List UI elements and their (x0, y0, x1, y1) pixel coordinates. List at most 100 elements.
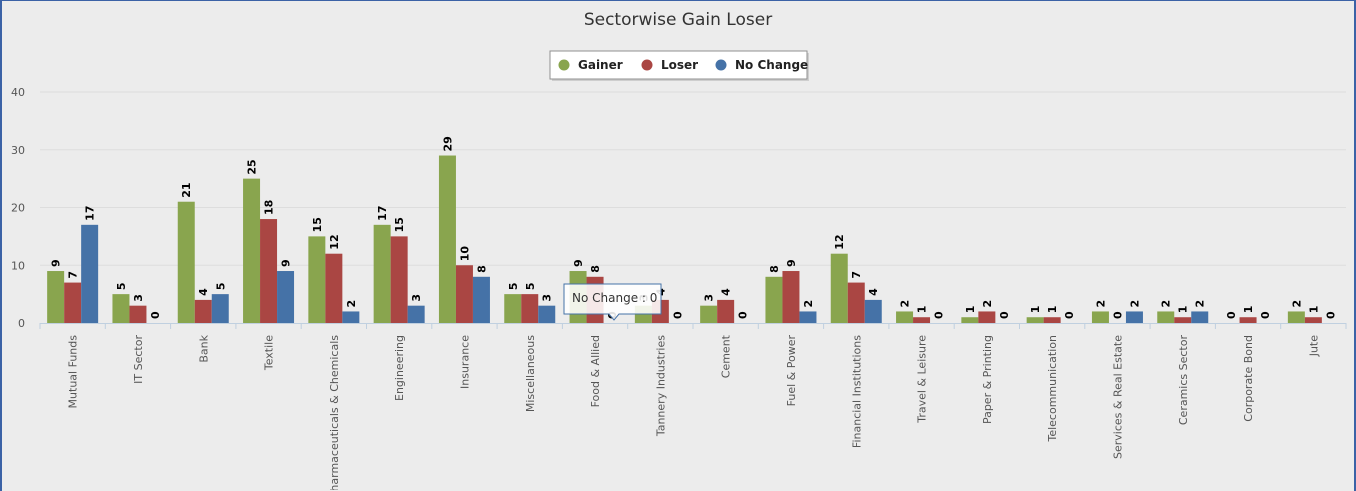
legend-marker (715, 59, 727, 71)
bar[interactable] (978, 311, 996, 323)
legend-item[interactable]: No Change (715, 58, 809, 72)
data-label: 0 (737, 311, 750, 319)
data-label: 29 (441, 136, 454, 151)
tooltip-text: No Change : 0 (572, 291, 657, 305)
x-tick-label: Travel & Leisure (916, 335, 929, 424)
bar[interactable] (1174, 317, 1192, 323)
bar[interactable] (847, 282, 865, 323)
data-label: 8 (768, 265, 781, 273)
bar[interactable] (700, 305, 718, 323)
x-tick-label: Tannery Industries (654, 335, 667, 437)
data-label: 10 (458, 246, 471, 262)
data-label: 3 (541, 294, 554, 302)
data-label: 9 (785, 259, 798, 267)
data-label: 9 (50, 259, 63, 267)
data-label: 2 (981, 300, 994, 308)
bar[interactable] (1157, 311, 1175, 323)
bar[interactable] (112, 294, 130, 323)
y-axis: 0 10 20 30 40 (11, 86, 25, 330)
bar[interactable] (1026, 317, 1044, 323)
data-label: 8 (475, 265, 488, 273)
data-label: 1 (1242, 306, 1255, 314)
y-tick-label: 40 (11, 86, 25, 99)
bar[interactable] (211, 294, 229, 323)
data-label: 5 (214, 282, 227, 290)
legend-label: No Change (735, 58, 808, 72)
data-label: 4 (720, 288, 733, 296)
bar[interactable] (913, 317, 931, 323)
bar[interactable] (243, 178, 261, 323)
bar[interactable] (1043, 317, 1061, 323)
x-tick-label: Mutual Funds (67, 335, 80, 409)
bar[interactable] (472, 276, 490, 323)
legend-label: Gainer (578, 58, 623, 72)
bar[interactable] (64, 282, 82, 323)
bar[interactable] (260, 219, 278, 323)
bar[interactable] (782, 271, 800, 323)
bar[interactable] (896, 311, 914, 323)
bar[interactable] (521, 294, 539, 323)
bar[interactable] (1239, 317, 1257, 323)
bar[interactable] (438, 155, 456, 323)
x-tick-label: Pharmaceuticals & Chemicals (328, 335, 341, 490)
legend-marker (641, 59, 653, 71)
data-label: 17 (84, 206, 97, 221)
x-axis: Mutual Funds IT Sector Bank Textile Pharmace… (39, 323, 1347, 490)
y-tick-label: 10 (11, 259, 25, 272)
data-label: 2 (1160, 300, 1173, 308)
x-tick-label: Cement (720, 334, 733, 378)
bar[interactable] (504, 294, 522, 323)
data-label: 1 (1307, 306, 1320, 314)
bar[interactable] (1191, 311, 1209, 323)
bar[interactable] (47, 271, 65, 323)
tooltip: No Change : 0 (563, 283, 662, 321)
x-tick-label: Jute (1307, 335, 1320, 358)
bar[interactable] (799, 311, 817, 323)
legend-item[interactable]: Gainer (558, 58, 623, 72)
bar[interactable] (830, 253, 848, 323)
data-label: 9 (572, 259, 585, 267)
tooltip-box (563, 283, 662, 321)
bar[interactable] (325, 253, 343, 323)
legend-marker (558, 59, 570, 71)
bar[interactable] (308, 236, 326, 323)
legend[interactable]: Gainer Loser No Change (549, 50, 809, 81)
bar[interactable] (455, 265, 473, 323)
data-label: 2 (802, 300, 815, 308)
data-label: 21 (180, 182, 193, 197)
data-label: 0 (1324, 311, 1337, 319)
x-tick-label: Paper & Printing (981, 335, 994, 424)
bar[interactable] (538, 305, 556, 323)
bar[interactable] (390, 236, 408, 323)
bar[interactable] (407, 305, 425, 323)
bar[interactable] (81, 224, 99, 323)
data-label: 18 (263, 200, 276, 215)
data-label: 5 (507, 282, 520, 290)
bar[interactable] (1125, 311, 1143, 323)
bars (47, 155, 1322, 323)
data-label: 3 (410, 294, 423, 302)
data-label: 12 (328, 234, 341, 249)
bar[interactable] (864, 299, 882, 323)
x-tick-label: Food & Allied (589, 335, 602, 407)
data-label: 2 (1128, 300, 1141, 308)
bar[interactable] (961, 317, 979, 323)
data-label: 0 (1225, 311, 1238, 319)
bar[interactable] (765, 276, 783, 323)
bar[interactable] (1304, 317, 1322, 323)
bar[interactable] (129, 305, 147, 323)
bar[interactable] (373, 224, 391, 323)
bar[interactable] (177, 201, 195, 323)
data-label: 8 (589, 265, 602, 273)
x-tick-label: Bank (197, 334, 210, 362)
legend-item[interactable]: Loser (641, 58, 699, 72)
bar[interactable] (342, 311, 360, 323)
bar[interactable] (1091, 311, 1109, 323)
bar[interactable] (717, 299, 735, 323)
bar[interactable] (194, 299, 212, 323)
data-label: 15 (311, 217, 324, 232)
bar[interactable] (1287, 311, 1305, 323)
bar[interactable] (277, 271, 295, 323)
